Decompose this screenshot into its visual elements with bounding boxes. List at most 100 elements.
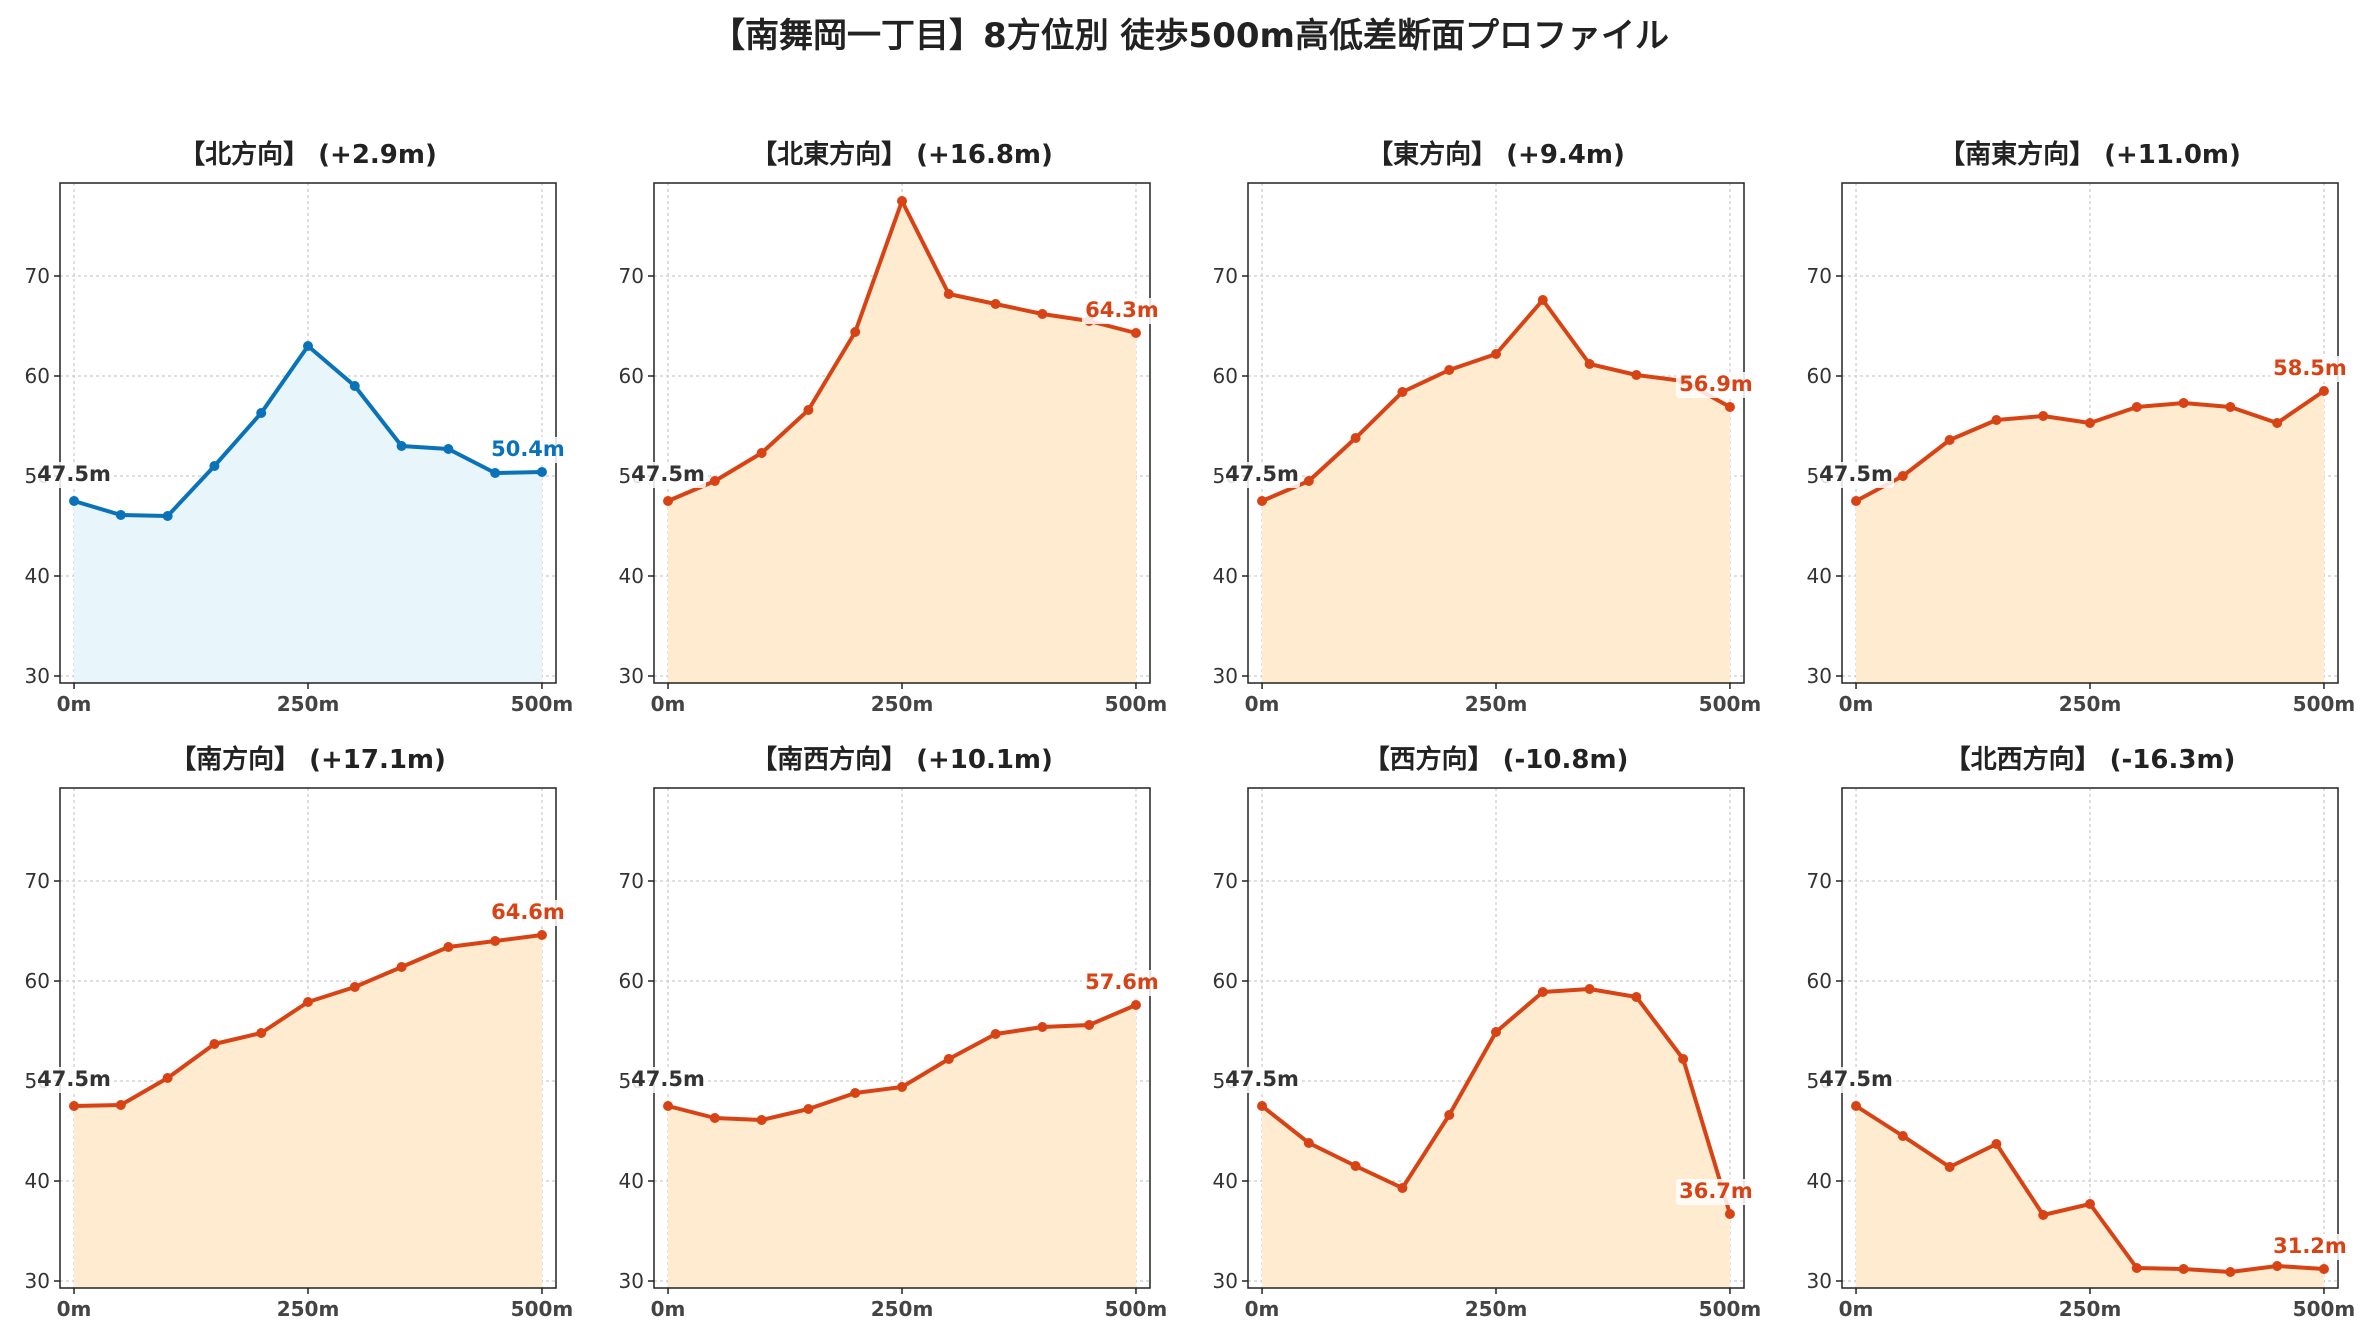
x-tick-label: 500m <box>511 692 574 716</box>
y-tick-label: 30 <box>619 1269 644 1293</box>
x-tick-label: 250m <box>2059 1297 2122 1321</box>
subplot-1: 【北方向】 (+2.9m)0m250m500m304050607047.5m50… <box>25 139 574 716</box>
x-tick-label: 0m <box>57 1297 92 1321</box>
area-fill <box>668 1005 1136 1288</box>
data-point <box>209 461 220 471</box>
start-label-box <box>36 1067 113 1093</box>
data-point <box>1851 496 1862 506</box>
y-tick-label: 60 <box>1807 969 1832 993</box>
y-tick-label: 70 <box>25 264 50 288</box>
area-fill <box>1262 300 1730 683</box>
x-tick-label: 500m <box>1699 692 1762 716</box>
data-point <box>1130 1000 1141 1010</box>
x-tick-label: 0m <box>1839 692 1874 716</box>
data-point <box>115 1100 126 1110</box>
start-elevation-label: 47.5m <box>1819 1067 1893 1091</box>
x-tick-label: 0m <box>651 692 686 716</box>
data-point <box>663 496 674 506</box>
end-elevation-label: 36.7m <box>1679 1179 1753 1203</box>
y-tick-label: 60 <box>25 969 50 993</box>
y-tick-label: 40 <box>1213 564 1238 588</box>
data-point <box>2038 1210 2049 1220</box>
y-tick-label: 40 <box>1213 1169 1238 1193</box>
data-point <box>396 962 407 972</box>
data-point <box>2131 1263 2142 1273</box>
area-fill <box>668 201 1136 683</box>
subplot-title: 【東方向】 (+9.4m) <box>1367 139 1625 170</box>
x-tick-label: 500m <box>1105 1297 1168 1321</box>
data-point <box>990 299 1001 309</box>
end-elevation-label: 31.2m <box>2273 1234 2347 1258</box>
y-tick-label: 70 <box>1213 264 1238 288</box>
data-point <box>1991 415 2002 425</box>
data-point <box>115 510 126 520</box>
x-tick-label: 0m <box>1245 692 1280 716</box>
x-tick-label: 250m <box>871 692 934 716</box>
start-label-box <box>1224 1067 1301 1093</box>
x-tick-label: 500m <box>2293 692 2356 716</box>
data-point <box>162 511 173 521</box>
y-tick-label: 30 <box>1807 1269 1832 1293</box>
figure-title: 【南舞岡一丁目】8方位別 徒歩500m高低差断面プロファイル <box>711 16 1669 56</box>
data-point <box>1584 984 1595 994</box>
x-tick-label: 250m <box>2059 692 2122 716</box>
end-label-box <box>1081 970 1162 996</box>
data-point <box>443 942 454 952</box>
end-elevation-label: 50.4m <box>491 437 565 461</box>
data-point <box>1537 987 1548 997</box>
data-point <box>756 1115 767 1125</box>
data-point <box>1897 1131 1908 1141</box>
x-tick-label: 250m <box>277 692 340 716</box>
data-point <box>1678 1054 1689 1064</box>
data-point <box>1724 402 1735 412</box>
data-point <box>1444 1110 1455 1120</box>
start-label-box <box>1818 1067 1895 1093</box>
start-label-box <box>630 1067 707 1093</box>
x-tick-label: 500m <box>1699 1297 1762 1321</box>
subplot-2: 【北東方向】 (+16.8m)0m250m500m304050607047.5m… <box>619 139 1168 716</box>
data-point <box>256 408 267 418</box>
data-point <box>69 1101 80 1111</box>
start-elevation-label: 47.5m <box>1225 1067 1299 1091</box>
end-label-box <box>487 437 568 463</box>
data-point <box>1303 1138 1314 1148</box>
y-tick-label: 30 <box>25 1269 50 1293</box>
data-point <box>1631 370 1642 380</box>
subplot-title: 【南方向】 (+17.1m) <box>170 744 446 775</box>
x-tick-label: 250m <box>1465 692 1528 716</box>
data-point <box>990 1029 1001 1039</box>
data-point <box>1491 1027 1501 1037</box>
y-tick-label: 40 <box>619 1169 644 1193</box>
subplot-5: 【南方向】 (+17.1m)0m250m500m304050607047.5m6… <box>25 744 574 1321</box>
subplot-title: 【北西方向】 (-16.3m) <box>1945 744 2236 775</box>
area-fill <box>74 346 542 683</box>
data-point <box>943 289 954 299</box>
end-elevation-label: 57.6m <box>1085 970 1159 994</box>
x-tick-label: 0m <box>57 692 92 716</box>
end-label-box <box>2269 1234 2350 1260</box>
data-point <box>1130 328 1141 338</box>
data-point <box>1537 295 1548 305</box>
subplot-8: 【北西方向】 (-16.3m)0m250m500m304050607047.5m… <box>1807 744 2356 1321</box>
data-point <box>2272 418 2283 428</box>
y-tick-label: 30 <box>1807 664 1832 688</box>
data-point <box>1350 433 1361 443</box>
data-point <box>162 1073 173 1083</box>
y-tick-label: 60 <box>619 969 644 993</box>
subplot-title: 【北東方向】 (+16.8m) <box>751 139 1053 170</box>
data-point <box>1037 1022 1048 1032</box>
x-tick-label: 500m <box>1105 692 1168 716</box>
area-fill <box>1262 989 1730 1288</box>
data-point <box>69 496 80 506</box>
start-elevation-label: 47.5m <box>37 462 111 486</box>
data-point <box>443 444 454 454</box>
subplot-title: 【南西方向】 (+10.1m) <box>751 744 1053 775</box>
area-fill <box>1856 1106 2324 1288</box>
data-point <box>536 467 547 477</box>
y-tick-label: 60 <box>1213 364 1238 388</box>
data-point <box>2178 398 2189 408</box>
start-label-box <box>630 462 707 488</box>
start-elevation-label: 47.5m <box>631 462 705 486</box>
